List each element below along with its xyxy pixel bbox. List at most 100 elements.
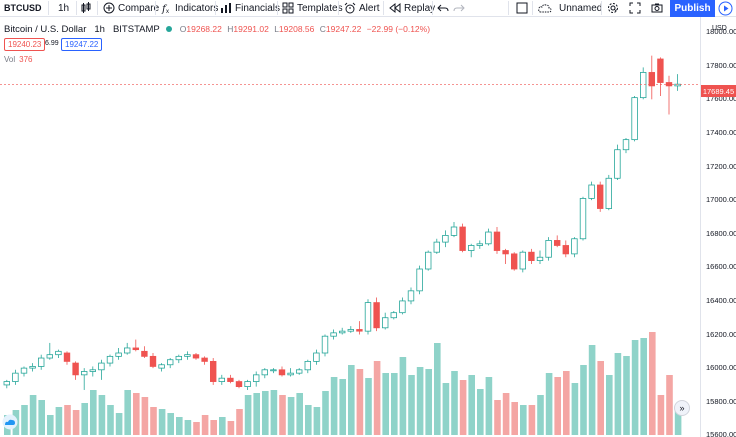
fullscreen-toggle[interactable] <box>516 0 531 16</box>
candle-body <box>364 302 372 332</box>
candle <box>674 74 681 91</box>
candle <box>407 287 415 305</box>
replay-button[interactable]: Replay <box>389 0 435 16</box>
candle <box>373 297 380 332</box>
templates-label: Templates <box>297 2 343 14</box>
candle-body <box>407 290 415 302</box>
candle-body <box>184 354 191 357</box>
price-axis[interactable] <box>700 17 736 437</box>
chevron-down-icon: ⌄ <box>612 3 620 13</box>
candle-body <box>493 231 501 251</box>
volume-bar <box>640 338 647 435</box>
candle-body <box>321 335 329 354</box>
candle-body <box>235 381 243 387</box>
candle-body <box>89 369 96 372</box>
candle <box>141 346 148 359</box>
volume-bar <box>244 395 252 435</box>
candle <box>605 174 612 211</box>
candle-body <box>46 354 53 359</box>
candle-body <box>55 350 62 356</box>
candle-body <box>29 366 36 369</box>
volume-bar <box>606 375 613 435</box>
price-axis-tick: 18000.00 <box>706 27 736 37</box>
price-axis-tick: 16000.00 <box>706 363 736 373</box>
ask-value: 19247.22 <box>65 40 99 49</box>
candle <box>571 237 578 258</box>
volume-bar <box>554 377 561 435</box>
candle-body <box>12 372 19 382</box>
chart-style-button[interactable] <box>80 0 95 16</box>
scroll-to-realtime-button[interactable]: » <box>674 400 690 416</box>
svg-text:x: x <box>166 9 169 14</box>
price-axis-tick: 17000.00 <box>706 195 736 205</box>
bid-price-badge[interactable]: 19240.23 <box>4 38 46 51</box>
candle <box>12 369 19 385</box>
candle <box>640 67 647 100</box>
undo-button[interactable] <box>437 0 452 16</box>
legend-interval: 1h <box>94 23 105 35</box>
volume-bar <box>219 417 226 435</box>
compare-button[interactable]: Compare <box>103 0 159 16</box>
volume-bar <box>236 409 243 435</box>
volume-label: Vol <box>4 55 16 64</box>
current-price-tag: 17689.45 <box>701 85 736 97</box>
volume-bar <box>597 361 604 435</box>
candle-body <box>201 357 208 362</box>
candle-body <box>459 226 466 251</box>
candle <box>588 181 595 201</box>
price-axis-tick: 17200.00 <box>706 161 736 171</box>
interval-button[interactable]: 1h <box>58 0 69 16</box>
alert-button[interactable]: Alert <box>344 0 380 16</box>
candle-body <box>278 369 286 376</box>
volume-bar <box>253 393 260 435</box>
redo-button[interactable] <box>453 0 468 16</box>
volume-bar <box>356 369 364 435</box>
layout-menu-button[interactable]: Unnamed ⌄ <box>538 0 619 16</box>
volume-bar <box>477 389 484 435</box>
volume-bar <box>434 343 441 435</box>
candle-body <box>424 251 432 270</box>
volume-bar <box>339 379 346 435</box>
play-icon[interactable] <box>718 1 733 16</box>
redo-icon <box>453 4 465 12</box>
current-price-value: 17689.45 <box>702 86 735 96</box>
square-icon <box>516 2 528 14</box>
tradingview-logo[interactable] <box>2 414 18 430</box>
ask-price-badge[interactable]: 19247.22 <box>61 38 103 51</box>
symbol-title: Bitcoin / U.S. Dollar <box>4 23 87 35</box>
candle <box>192 353 200 360</box>
volume-bar <box>124 390 131 435</box>
candle <box>29 363 36 372</box>
volume-bar <box>98 395 106 435</box>
candle-body <box>648 72 655 87</box>
price-axis-tick: 17800.00 <box>706 60 736 70</box>
fullscreen-button[interactable] <box>629 0 644 16</box>
market-status-dot <box>165 26 172 32</box>
candle <box>476 240 483 249</box>
price-axis-tick: 16800.00 <box>706 228 736 238</box>
volume-bar <box>528 405 536 435</box>
candle <box>416 265 423 295</box>
templates-button[interactable]: Templates <box>282 0 343 16</box>
volume-bar <box>21 405 28 435</box>
volume-bar <box>64 405 71 435</box>
snapshot-button[interactable] <box>651 0 666 16</box>
candle-body <box>502 250 509 255</box>
volume-bar <box>502 393 510 435</box>
candle-body <box>270 369 277 372</box>
candle-body <box>347 329 354 332</box>
price-axis-tick: 15800.00 <box>706 396 736 406</box>
publish-button[interactable]: Publish <box>670 0 715 17</box>
symbol-search-button[interactable]: BTCUSD <box>4 0 42 16</box>
candle <box>227 374 234 384</box>
financials-button[interactable]: Financials <box>220 0 280 16</box>
candle <box>55 349 62 359</box>
volume-bar <box>279 395 286 435</box>
candle <box>209 358 217 385</box>
candle-body <box>227 377 234 382</box>
settings-button[interactable] <box>607 0 622 16</box>
price-axis-tick: 17400.00 <box>706 127 736 137</box>
price-chart[interactable] <box>0 17 700 437</box>
